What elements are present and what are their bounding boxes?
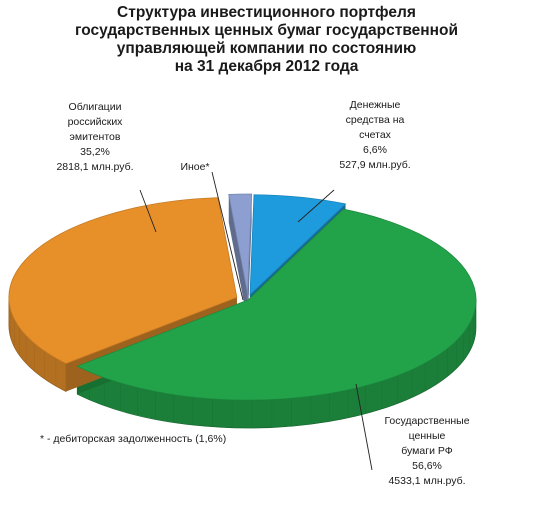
leader-cash [297,189,335,223]
slice-other [228,193,253,295]
label-bonds-name-3: эмитентов [69,131,121,143]
label-bonds-amount: 2818,1 млн.руб. [56,161,134,173]
title-line-1: Структура инвестиционного портфеля [117,4,416,21]
label-other-name: Иное* [180,161,210,173]
label-cash-name-3: счетах [359,129,391,141]
slice-cash [249,194,347,296]
label-cash-percent: 6,6% [363,144,387,156]
label-gov-name-1: Государственные [384,415,470,427]
label-cash-name-2: средства на [345,114,405,126]
leader-bonds [139,189,157,233]
title-line-3: управляющей компании по состоянию [116,40,417,57]
leader-gov [355,383,373,471]
label-gov-percent: 56,6% [412,460,442,472]
label-gov: Государственные ценные бумаги РФ 56,6% 4… [362,414,492,489]
label-cash-name-1: Денежные [349,99,401,111]
title-line-4: на 31 декабря 2012 года [174,58,359,75]
label-bonds-name-2: российских [67,116,123,128]
label-bonds-name-1: Облигации [68,101,122,113]
slice-bonds [8,197,238,364]
label-gov-amount: 4533,1 млн.руб. [388,475,466,487]
footnote: * - дебиторская задолженность (1,6%) [40,433,227,445]
label-other: Иное* [165,160,225,175]
label-cash-amount: 527,9 млн.руб. [339,159,411,171]
label-cash: Денежные средства на счетах 6,6% 527,9 м… [310,98,440,173]
leader-other [211,171,244,301]
label-bonds: Облигации российских эмитентов 35,2% 281… [20,100,170,175]
label-bonds-percent: 35,2% [80,146,110,158]
slice-other-edge-0 [228,194,248,323]
label-gov-name-2: ценные [408,430,446,442]
title-line-2: государственных ценных бумаг государстве… [75,22,458,39]
slice-gov [76,208,477,401]
label-gov-name-3: бумаги РФ [401,445,453,457]
